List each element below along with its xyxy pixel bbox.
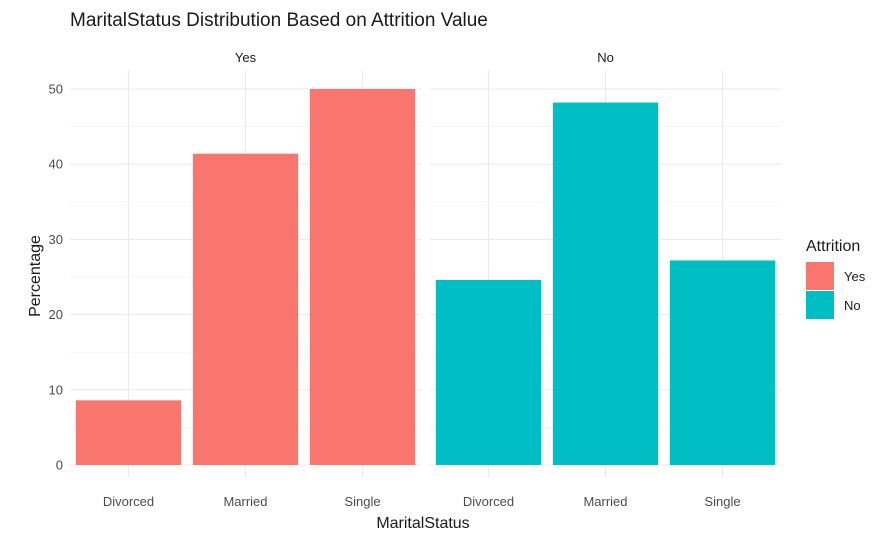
- y-tick-label: 30: [49, 232, 63, 247]
- y-tick-label: 0: [56, 458, 63, 473]
- legend-title: Attrition: [806, 238, 860, 255]
- facet-panels: Yes Divorced Married Single No Divorced Marrie…: [49, 50, 781, 509]
- bar-yes-divorced: [75, 400, 182, 465]
- legend-label: No: [844, 298, 861, 313]
- chart-title: MaritalStatus Distribution Based on Attr…: [70, 10, 488, 31]
- y-tick-label: 20: [49, 307, 63, 322]
- legend: Attrition Yes No: [806, 238, 866, 319]
- legend-label: Yes: [844, 269, 866, 284]
- x-axis-title: MaritalStatus: [376, 515, 469, 532]
- y-tick-label: 40: [49, 157, 63, 172]
- legend-swatch-no: [806, 291, 834, 319]
- x-tick-label: Married: [223, 494, 267, 509]
- y-tick-label: 50: [49, 82, 63, 97]
- bar-yes-married: [192, 153, 299, 465]
- y-axis-title: Percentage: [27, 235, 44, 317]
- facet-panel-yes: Yes Divorced Married Single: [70, 50, 421, 509]
- bar-no-married: [552, 102, 659, 465]
- x-tick-label: Divorced: [463, 494, 514, 509]
- x-tick-label: Single: [704, 494, 740, 509]
- bar-yes-single: [309, 89, 416, 465]
- facet-strip-label: Yes: [235, 50, 257, 65]
- bar-no-divorced: [435, 280, 542, 465]
- facet-strip-label: No: [597, 50, 614, 65]
- legend-swatch-yes: [806, 262, 834, 290]
- y-tick-label: 10: [49, 382, 63, 397]
- x-tick-label: Married: [583, 494, 627, 509]
- bar-no-single: [669, 260, 776, 465]
- facet-panel-no: No Divorced Married Single: [430, 50, 781, 509]
- x-tick-label: Divorced: [103, 494, 154, 509]
- x-tick-label: Single: [344, 494, 380, 509]
